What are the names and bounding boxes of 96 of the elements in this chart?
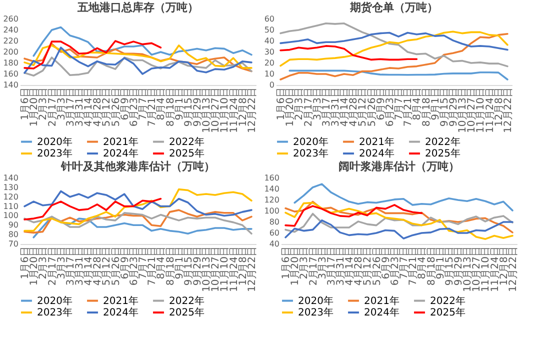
y-tick-label: 80 <box>269 218 280 226</box>
legend-label: 2020年 <box>37 294 72 307</box>
y-tick-label: 160 <box>264 174 280 182</box>
line-series <box>280 32 508 80</box>
legend-label: 2023年 <box>37 306 72 318</box>
y-tick-label: 0 <box>269 80 274 90</box>
y-tick-label: 100 <box>264 206 280 216</box>
y-tick-label: 60 <box>269 228 280 238</box>
legend-label: 2025年 <box>169 148 204 160</box>
x-tick-label: 12月22日 <box>508 246 519 292</box>
legend-label: 2024年 <box>103 306 138 318</box>
line-series <box>24 188 252 232</box>
legend-label: 2023年 <box>293 148 328 160</box>
y-tick-label: 160 <box>3 70 18 78</box>
x-tick-label: 9月29日 <box>454 246 464 286</box>
legend-label: 2025年 <box>430 306 466 318</box>
legend-label: 2021年 <box>359 136 394 148</box>
legend-label: 2022年 <box>430 294 466 307</box>
x-tick-label: 3月17日 <box>321 88 332 127</box>
line-series <box>284 212 514 233</box>
y-tick-label: 70 <box>8 240 18 248</box>
legend-label: 2020年 <box>37 136 72 148</box>
x-tick-label: 9月15日 <box>183 246 194 286</box>
x-tick-label: 3月31日 <box>74 246 86 286</box>
line-series <box>24 198 162 220</box>
legend-label: 2021年 <box>103 294 138 307</box>
x-tick-label: 9月29日 <box>192 88 204 127</box>
y-tick-label: 100 <box>3 211 18 220</box>
chart-title: 阔叶浆港库估计（万吨） <box>338 160 460 173</box>
y-tick-label: 140 <box>264 184 280 194</box>
x-tick-label: 3月31日 <box>330 88 342 127</box>
legend-label: 2022年 <box>169 294 204 307</box>
x-tick-label: 9月15日 <box>183 88 194 127</box>
y-tick-label: 120 <box>3 192 18 202</box>
line-series <box>32 26 252 57</box>
line-series <box>284 202 514 240</box>
chart-title: 期货仓单（万吨） <box>349 1 438 14</box>
legend-label: 2021年 <box>364 294 400 307</box>
line-series <box>288 70 508 80</box>
legend-label: 2024年 <box>103 148 138 160</box>
y-tick-label: 140 <box>3 80 18 90</box>
legend-label: 2021年 <box>103 136 138 148</box>
y-tick-label: 80 <box>8 230 18 240</box>
legend-label: 2023年 <box>37 148 72 160</box>
legend-label: 2023年 <box>298 306 334 318</box>
legend-label: 2025年 <box>169 306 204 318</box>
x-tick-label: 3月31日 <box>74 88 86 127</box>
x-tick-label: 3月17日 <box>326 246 338 286</box>
legend-label: 2024年 <box>364 306 400 318</box>
line-series <box>24 40 162 70</box>
y-tick-label: 40 <box>269 240 280 248</box>
y-tick-label: 90 <box>8 220 18 230</box>
y-tick-label: 60 <box>264 14 274 24</box>
line-series <box>284 219 514 240</box>
line-series <box>284 200 514 234</box>
legend-label: 2022年 <box>425 136 460 148</box>
y-tick-label: 20 <box>264 58 274 68</box>
y-tick-label: 180 <box>3 58 18 68</box>
line-series <box>280 30 508 67</box>
x-tick-label: 9月15日 <box>439 88 450 127</box>
x-tick-label: 12月22日 <box>246 246 258 292</box>
y-tick-label: 30 <box>264 48 274 56</box>
line-series <box>284 204 423 227</box>
x-tick-label: 9月29日 <box>448 88 460 127</box>
line-series <box>24 56 252 77</box>
legend-label: 2024年 <box>359 148 394 160</box>
y-tick-label: 120 <box>264 196 280 204</box>
x-tick-label: 9月15日 <box>444 246 456 286</box>
y-tick-label: 50 <box>264 26 274 34</box>
y-tick-label: 260 <box>3 14 18 24</box>
legend-label: 2020年 <box>298 294 334 307</box>
y-tick-label: 110 <box>3 202 18 211</box>
line-series <box>24 190 252 217</box>
x-tick-label: 3月17日 <box>65 88 76 127</box>
x-tick-label: 9月29日 <box>192 246 204 286</box>
y-tick-label: 10 <box>264 70 274 78</box>
y-tick-label: 220 <box>3 36 18 46</box>
x-tick-label: 12月22日 <box>502 88 514 133</box>
legend-label: 2022年 <box>169 136 204 148</box>
legend-label: 2020年 <box>293 136 328 148</box>
chart-title: 五地港口总库存（万吨） <box>76 1 198 14</box>
y-tick-label: 200 <box>3 48 18 56</box>
x-tick-label: 12月22日 <box>246 88 258 133</box>
chart-title: 针叶及其他浆港库估计（万吨） <box>60 160 215 173</box>
x-tick-label: 3月17日 <box>65 246 76 286</box>
y-tick-label: 130 <box>3 182 18 192</box>
y-tick-label: 240 <box>3 26 18 34</box>
line-series <box>280 45 418 61</box>
y-tick-label: 140 <box>3 174 18 182</box>
x-tick-label: 3月31日 <box>336 246 346 286</box>
line-series <box>294 183 514 212</box>
y-tick-label: 40 <box>264 36 274 46</box>
line-series <box>280 32 508 51</box>
line-series <box>280 22 508 68</box>
line-series <box>32 216 252 238</box>
legend-label: 2025年 <box>425 148 460 160</box>
